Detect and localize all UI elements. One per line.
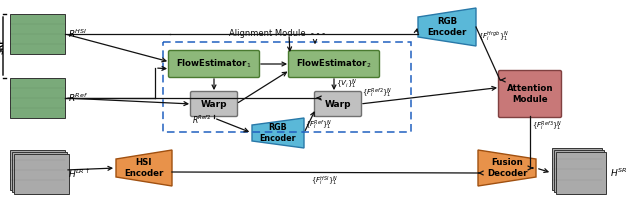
Text: FlowEstimator$_2$: FlowEstimator$_2$ — [296, 58, 372, 70]
Text: RGB
Encoder: RGB Encoder — [260, 123, 296, 143]
Text: $R^{Ref2}$: $R^{Ref2}$ — [192, 114, 212, 126]
Text: $H^{SR}$: $H^{SR}$ — [610, 167, 627, 179]
Bar — [14, 154, 69, 194]
Polygon shape — [252, 118, 304, 148]
Bar — [10, 78, 65, 118]
Text: RGB
Encoder: RGB Encoder — [428, 17, 467, 37]
Text: $H^{LR\uparrow}$: $H^{LR\uparrow}$ — [68, 168, 91, 180]
FancyBboxPatch shape — [168, 51, 259, 77]
Text: $\{F_i^{Hrgb}\}_1^N$: $\{F_i^{Hrgb}\}_1^N$ — [478, 29, 509, 43]
Polygon shape — [116, 150, 172, 186]
Text: $\{F_i^{HSI}\}_1^N$: $\{F_i^{HSI}\}_1^N$ — [311, 175, 339, 188]
Text: $\{V_i\}_1^N$: $\{V_i\}_1^N$ — [336, 78, 358, 91]
Text: $\{F_i^{Ref3}\}_1^N$: $\{F_i^{Ref3}\}_1^N$ — [532, 120, 563, 133]
Text: $R^{HSI}$: $R^{HSI}$ — [68, 28, 88, 40]
Text: Warp: Warp — [324, 100, 351, 108]
Text: $\{F_i^{Ref}\}_1^N$: $\{F_i^{Ref}\}_1^N$ — [305, 119, 332, 132]
Bar — [554, 150, 604, 192]
Polygon shape — [418, 8, 476, 46]
Text: FlowEstimator$_1$: FlowEstimator$_1$ — [177, 58, 252, 70]
Text: SRF: SRF — [0, 38, 6, 54]
Bar — [10, 14, 65, 54]
Text: Attention
Module: Attention Module — [507, 84, 553, 104]
Text: Warp: Warp — [201, 100, 227, 108]
Bar — [556, 152, 606, 194]
Text: Fusion
Decoder: Fusion Decoder — [487, 158, 527, 178]
Text: Alignment Module  - - -: Alignment Module - - - — [229, 29, 325, 38]
Bar — [163, 42, 411, 132]
Polygon shape — [478, 150, 536, 186]
Text: $\{F_i^{Ref2}\}_1^N$: $\{F_i^{Ref2}\}_1^N$ — [362, 87, 392, 100]
Bar — [552, 148, 602, 190]
Bar — [10, 150, 65, 190]
FancyBboxPatch shape — [191, 92, 237, 116]
FancyBboxPatch shape — [499, 70, 561, 117]
Bar — [12, 152, 67, 192]
FancyBboxPatch shape — [314, 92, 362, 116]
Text: HSI
Encoder: HSI Encoder — [124, 158, 164, 178]
Text: $R^{Ref}$: $R^{Ref}$ — [68, 92, 88, 104]
FancyBboxPatch shape — [289, 51, 380, 77]
